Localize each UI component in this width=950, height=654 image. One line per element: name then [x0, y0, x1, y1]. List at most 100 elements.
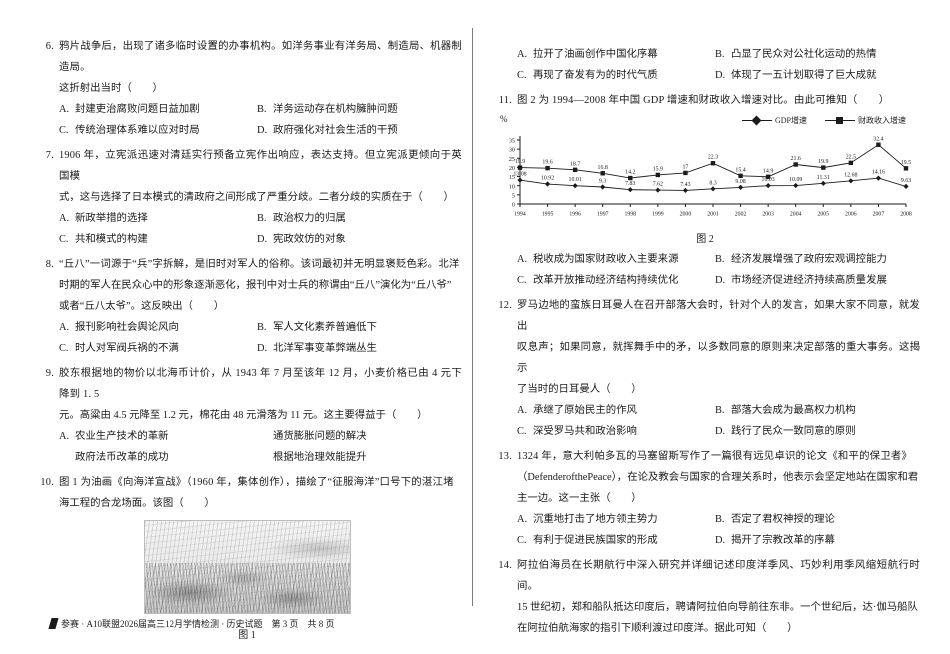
- svg-text:11.31: 11.31: [817, 175, 830, 181]
- option-13-a-text: 沉重地打击了地方领主势力: [533, 514, 658, 525]
- option-9-d[interactable]: 根据地治理效能提升: [257, 447, 462, 468]
- option-9-b[interactable]: 通货膨胀问题的解决: [257, 426, 462, 447]
- option-10-c[interactable]: C. 再现了奋发有为的时代气质: [517, 65, 715, 86]
- question-8: 8. “丘八”一词源于“兵”字拆解，是旧时对军人的俗称。该词最初并无明显褒贬色彩…: [32, 254, 462, 359]
- svg-text:30: 30: [509, 147, 515, 154]
- svg-text:10.92: 10.92: [541, 176, 554, 182]
- option-13-b-text: 否定了君权神授的理论: [731, 514, 835, 525]
- option-8-d[interactable]: D. 北洋军事变革弊端丛生: [257, 338, 462, 359]
- question-7: 7. 1906 年，立宪派迅速对清廷实行预备立宪作出响应，表达支持。但立宪派更倾…: [32, 145, 462, 250]
- svg-text:25: 25: [509, 156, 515, 163]
- option-6-b[interactable]: B. 洋务运动存在机构臃肿问题: [257, 99, 462, 120]
- question-14-line-1: 14. 阿拉伯海员在长期航行中深入研究并详细记述印度洋季风、巧妙利用季风缩短航行…: [490, 555, 920, 597]
- option-10-b[interactable]: B. 凸显了民众对公社化运动的热情: [715, 44, 920, 65]
- option-12-c[interactable]: C. 深受罗马共和政治影响: [517, 421, 715, 442]
- figure-1-caption: 图 1: [238, 630, 256, 641]
- svg-text:2004: 2004: [790, 212, 802, 218]
- option-row-ab: A. 税收成为国家财政收入主要来源 B. 经济发展增强了政府宏观调控能力: [517, 249, 920, 270]
- svg-text:10.01: 10.01: [569, 177, 582, 183]
- svg-text:7.83: 7.83: [625, 181, 635, 187]
- option-12-a-key: A.: [517, 405, 528, 416]
- option-6-c-text: 传统治理体系难以应对时局: [75, 125, 200, 136]
- option-12-d[interactable]: D. 践行了民众一致同意的原则: [715, 421, 920, 442]
- option-8-a[interactable]: A. 报刊影响社会舆论风向: [59, 317, 257, 338]
- question-9-text-1: 胶东根据地的物价以北海币计价，从 1943 年 7 月至该年 12 月，小麦价格…: [59, 368, 462, 400]
- option-10-d-key: D.: [715, 70, 726, 81]
- svg-text:2000: 2000: [680, 212, 692, 218]
- option-10-b-key: B.: [715, 49, 725, 60]
- svg-text:1996: 1996: [569, 212, 581, 218]
- option-9-d-text: 根据地治理效能提升: [273, 452, 367, 463]
- question-7-number: 7.: [45, 150, 54, 161]
- option-7-d[interactable]: D. 宪政效仿的对象: [257, 229, 462, 250]
- footer-left-text: 参赛 · A10联盟2026届高三12月学情检测 · 历史试题 第 3 页 共 …: [61, 619, 335, 629]
- option-10-a[interactable]: A. 拉开了油画创作中国化序幕: [517, 44, 715, 65]
- svg-text:1999: 1999: [652, 212, 664, 218]
- option-9-b-text: 通货膨胀问题的解决: [273, 431, 367, 442]
- option-6-a[interactable]: A. 封建吏治腐败问题日益加剧: [59, 99, 257, 120]
- option-6-a-text: 封建吏治腐败问题日益加剧: [75, 104, 200, 115]
- option-11-d[interactable]: D. 市场经济促进经济持续高质量发展: [715, 270, 920, 291]
- option-7-c[interactable]: C. 共和模式的构建: [59, 229, 257, 250]
- svg-text:15: 15: [509, 174, 515, 181]
- question-10-options-continued: A. 拉开了油画创作中国化序幕 B. 凸显了民众对公社化运动的热情 C. 再现了…: [490, 44, 920, 86]
- svg-text:2006: 2006: [845, 212, 857, 218]
- option-row-cd: C. 有利于促进民族国家的形成 D. 揭开了宗教改革的序幕: [517, 530, 920, 551]
- question-13-line-1: 13. 1324 年，意大利帕多瓦的马塞留斯写作了一篇很有远见卓识的论文《和平的…: [490, 446, 920, 467]
- question-6-text-2: 这折射出当时（ ）: [59, 83, 163, 94]
- question-6-options: A. 封建吏治腐败问题日益加剧 B. 洋务运动存在机构臃肿问题 C. 传统治理体…: [32, 99, 462, 141]
- question-14: 14. 阿拉伯海员在长期航行中深入研究并详细记述印度洋季风、巧妙利用季风缩短航行…: [490, 555, 920, 639]
- option-7-a-key: A.: [59, 213, 70, 224]
- option-11-c-text: 改革开放推动经济结构持续优化: [533, 275, 679, 286]
- option-8-d-text: 北洋军事变革弊端丛生: [273, 343, 377, 354]
- question-8-number: 8.: [45, 259, 54, 270]
- option-7-a[interactable]: A. 新政举措的选择: [59, 208, 257, 229]
- svg-text:2002: 2002: [735, 212, 747, 218]
- option-12-d-key: D.: [715, 426, 726, 437]
- option-11-a[interactable]: A. 税收成为国家财政收入主要来源: [517, 249, 715, 270]
- option-11-b[interactable]: B. 经济发展增强了政府宏观调控能力: [715, 249, 920, 270]
- option-row-ab: A. 承继了原始民主的作风 B. 部落大会成为最高权力机构: [517, 400, 920, 421]
- option-6-c[interactable]: C. 传统治理体系难以应对时局: [59, 120, 257, 141]
- option-12-a[interactable]: A. 承继了原始民主的作风: [517, 400, 715, 421]
- svg-text:18.7: 18.7: [570, 161, 580, 167]
- option-8-c[interactable]: C. 时人对军阀兵祸的不满: [59, 338, 257, 359]
- svg-text:1994: 1994: [514, 212, 526, 218]
- option-8-b[interactable]: B. 军人文化素养普遍低下: [257, 317, 462, 338]
- option-row-ab: A. 报刊影响社会舆论风向 B. 军人文化素养普遍低下: [59, 317, 462, 338]
- question-13-text-1: 1324 年，意大利帕多瓦的马塞留斯写作了一篇很有远见卓识的论文《和平的保卫者》: [517, 451, 913, 462]
- option-11-c[interactable]: C. 改革开放推动经济结构持续优化: [517, 270, 715, 291]
- option-6-a-key: A.: [59, 104, 70, 115]
- option-7-c-text: 共和模式的构建: [75, 234, 148, 245]
- svg-text:1998: 1998: [624, 212, 636, 218]
- option-13-a[interactable]: A. 沉重地打击了地方领主势力: [517, 509, 715, 530]
- option-12-c-key: C.: [517, 426, 527, 437]
- option-13-d[interactable]: D. 揭开了宗教改革的序幕: [715, 530, 920, 551]
- question-9: 9. 胶东根据地的物价以北海币计价，从 1943 年 7 月至该年 12 月，小…: [32, 363, 462, 468]
- option-6-d[interactable]: D. 政府强化对社会生活的干预: [257, 120, 462, 141]
- option-9-a[interactable]: A. 农业生产技术的革新: [59, 426, 257, 447]
- option-10-d[interactable]: D. 体现了一五计划取得了巨大成就: [715, 65, 920, 86]
- svg-text:2005: 2005: [817, 212, 829, 218]
- option-row-cd: C. 传统治理体系难以应对时局 D. 政府强化对社会生活的干预: [59, 120, 462, 141]
- svg-text:2001: 2001: [707, 212, 719, 218]
- svg-text:9.3: 9.3: [599, 178, 606, 184]
- option-11-d-text: 市场经济促进经济持续高质量发展: [731, 275, 887, 286]
- option-8-c-text: 时人对军阀兵祸的不满: [75, 343, 179, 354]
- question-14-text-1: 阿拉伯海员在长期航行中深入研究并详细记述印度洋季风、巧妙利用季风缩短航行时间。: [517, 560, 920, 592]
- svg-text:15.9: 15.9: [653, 166, 663, 172]
- svg-text:16.8: 16.8: [598, 165, 608, 171]
- legend-label-gdp: GDP增速: [774, 116, 807, 125]
- option-9-c[interactable]: 政府法币改革的成功: [59, 447, 257, 468]
- question-13-options: A. 沉重地打击了地方领主势力 B. 否定了君权神授的理论 C. 有利于促进民族…: [490, 509, 920, 551]
- option-12-b[interactable]: B. 部落大会成为最高权力机构: [715, 400, 920, 421]
- option-11-b-key: B.: [715, 254, 725, 265]
- question-6-line-1: 6. 鸦片战争后，出现了诸多临时设置的办事机构。如洋务事业有洋务局、制造局、机器…: [32, 36, 462, 78]
- option-10-d-text: 体现了一五计划取得了巨大成就: [731, 70, 877, 81]
- option-7-b[interactable]: B. 政治权力的归属: [257, 208, 462, 229]
- option-13-b[interactable]: B. 否定了君权神授的理论: [715, 509, 920, 530]
- option-13-c-text: 有利于促进民族国家的形成: [533, 535, 658, 546]
- option-13-a-key: A.: [517, 514, 528, 525]
- option-13-c[interactable]: C. 有利于促进民族国家的形成: [517, 530, 715, 551]
- svg-text:14.16: 14.16: [872, 170, 885, 176]
